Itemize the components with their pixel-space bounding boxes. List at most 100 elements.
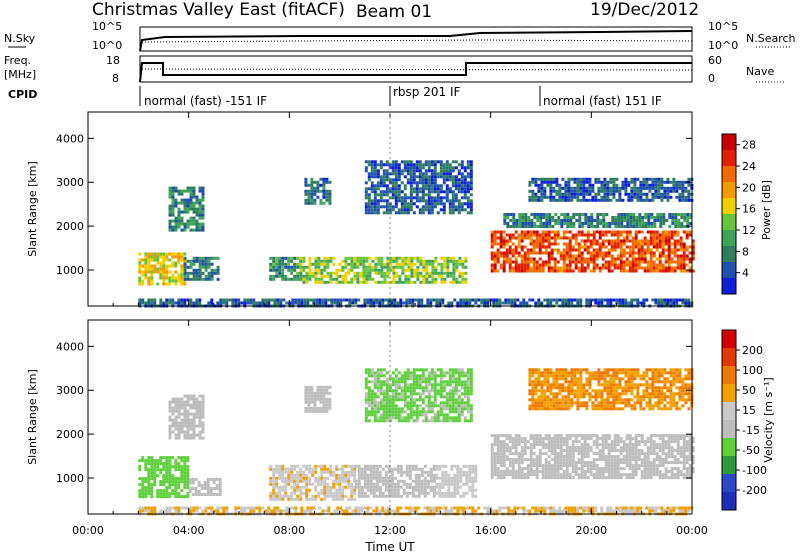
heatmap-cell	[424, 413, 428, 417]
heatmap-cell	[436, 193, 440, 197]
heatmap-cell	[682, 266, 686, 270]
heatmap-cell	[655, 239, 659, 243]
heatmap-cell	[434, 271, 438, 275]
heatmap-cell	[397, 208, 401, 212]
heatmap-cell	[180, 421, 184, 425]
heatmap-cell	[386, 268, 390, 272]
heatmap-cell	[325, 391, 329, 395]
heatmap-cell	[565, 230, 569, 234]
heatmap-cell	[514, 269, 518, 273]
heatmap-cell	[469, 208, 473, 212]
heatmap-cell	[341, 259, 345, 263]
heatmap-cell	[642, 192, 646, 196]
heatmap-cell	[418, 374, 422, 378]
heatmap-cell	[601, 239, 605, 243]
heatmap-cell	[417, 476, 421, 480]
heatmap-cell	[364, 410, 368, 414]
heatmap-cell	[373, 160, 377, 164]
heatmap-cell	[138, 267, 142, 271]
heatmap-cell	[451, 193, 455, 197]
heatmap-cell	[626, 219, 630, 222]
heatmap-cell	[329, 467, 333, 471]
heatmap-cell	[364, 208, 368, 212]
heatmap-cell	[433, 392, 437, 396]
heatmap-cell	[474, 488, 478, 492]
heatmap-cell	[384, 494, 388, 498]
heatmap-cell	[402, 301, 406, 305]
heatmap-cell	[174, 403, 178, 407]
heatmap-cell	[356, 256, 360, 260]
heatmap-cell	[681, 301, 685, 305]
heatmap-cell	[533, 216, 537, 219]
heatmap-cell	[532, 458, 536, 462]
heatmap-cell	[186, 421, 190, 425]
heatmap-cell	[666, 177, 670, 181]
heatmap-cell	[511, 467, 515, 471]
heatmap-cell	[197, 484, 201, 487]
heatmap-cell	[363, 464, 367, 468]
heatmap-cell	[373, 205, 377, 209]
heatmap-cell	[174, 477, 178, 481]
heatmap-cell	[364, 187, 368, 191]
heatmap-cell	[626, 216, 630, 219]
heatmap-cell	[391, 184, 395, 188]
heatmap-cell	[422, 268, 426, 272]
heatmap-cell	[585, 189, 589, 193]
heatmap-cell	[329, 473, 333, 477]
heatmap-cell	[634, 251, 638, 255]
heatmap-cell	[541, 467, 545, 471]
heatmap-cell	[573, 298, 577, 302]
heatmap-cell	[421, 380, 425, 384]
heatmap-cell	[183, 459, 187, 463]
heatmap-cell	[460, 208, 464, 212]
heatmap-cell	[338, 262, 342, 266]
heatmap-cell	[409, 410, 413, 414]
heatmap-cell	[610, 230, 614, 234]
heatmap-cell	[195, 259, 199, 263]
heatmap-cell	[544, 233, 548, 237]
heatmap-cell	[514, 245, 518, 249]
heatmap-cell	[198, 210, 202, 214]
heatmap-cell	[409, 163, 413, 167]
heatmap-cell	[206, 481, 210, 484]
heatmap-cell	[452, 256, 456, 260]
heatmap-cell	[632, 222, 636, 225]
heatmap-cell	[675, 186, 679, 190]
heatmap-cell	[386, 265, 390, 269]
heatmap-cell	[523, 449, 527, 453]
heatmap-cell	[350, 280, 354, 284]
heatmap-cell	[676, 248, 680, 252]
heatmap-cell	[427, 208, 431, 212]
heatmap-cell	[281, 256, 285, 260]
heatmap-cell	[524, 219, 528, 222]
heatmap-cell	[569, 222, 573, 225]
heatmap-cell	[448, 407, 452, 411]
heatmap-cell	[523, 437, 527, 441]
heatmap-cell	[576, 183, 580, 187]
heatmap-cell	[299, 268, 303, 272]
heatmap-cell	[370, 172, 374, 176]
heatmap-cell	[317, 259, 321, 263]
heatmap-cell	[597, 198, 601, 202]
heatmap-cell	[567, 298, 571, 302]
heatmap-cell	[198, 277, 202, 281]
heatmap-cell	[459, 479, 463, 483]
heatmap-cell	[341, 476, 345, 480]
heatmap-cell	[138, 261, 142, 265]
heatmap-cell	[637, 248, 641, 252]
heatmap-cell	[391, 407, 395, 411]
heatmap-cell	[385, 199, 389, 203]
heatmap-cell	[359, 256, 363, 260]
heatmap-cell	[559, 254, 563, 258]
heatmap-cell	[183, 201, 187, 205]
heatmap-cell	[625, 269, 629, 273]
heatmap-cell	[609, 192, 613, 196]
heatmap-cell	[396, 470, 400, 474]
heatmap-cell	[466, 389, 470, 393]
heatmap-cell	[168, 459, 172, 463]
heatmap-cell	[177, 279, 181, 283]
heatmap-cell	[180, 276, 184, 280]
heatmap-cell	[369, 485, 373, 489]
heatmap-cell	[376, 407, 380, 411]
heatmap-cell	[269, 467, 273, 471]
